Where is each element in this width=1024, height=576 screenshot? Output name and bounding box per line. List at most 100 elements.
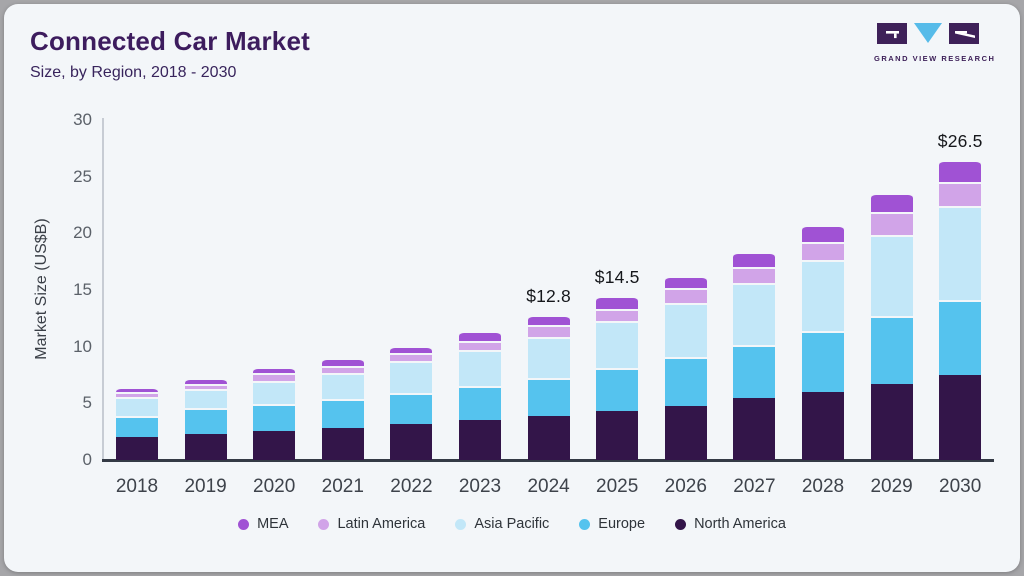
x-tick-label-2025: 2025 xyxy=(596,476,639,497)
data-label-2030: $26.5 xyxy=(937,130,983,151)
segment-europe-2027 xyxy=(733,344,776,398)
page-title: Connected Car Market xyxy=(30,26,310,56)
segment-north-america-2029 xyxy=(870,384,913,460)
segment-north-america-2025 xyxy=(596,411,639,460)
legend-item-asia-pacific: Asia Pacific xyxy=(455,516,549,532)
segment-europe-2024 xyxy=(527,377,570,416)
legend-item-europe: Europe xyxy=(579,516,645,532)
y-tick-label-5: 5 xyxy=(82,393,92,413)
segment-latin-america-2023 xyxy=(459,341,501,351)
x-tick-label-2028: 2028 xyxy=(801,476,845,497)
segment-latin-america-2027 xyxy=(733,266,776,283)
legend-dot-mea xyxy=(238,518,250,530)
segment-mea-2030 xyxy=(939,159,982,183)
segment-north-america-2030 xyxy=(939,374,982,460)
x-tick-label-2018: 2018 xyxy=(115,476,159,497)
segment-europe-2026 xyxy=(664,357,707,406)
segment-latin-america-2026 xyxy=(664,287,707,304)
segment-asia-pacific-2027 xyxy=(733,282,776,345)
legend-label: Asia Pacific xyxy=(474,516,550,532)
bar-2026 xyxy=(664,275,707,460)
segment-asia-pacific-2022 xyxy=(390,360,433,393)
legend-dot-north-america xyxy=(675,518,687,530)
data-label-2024: $12.8 xyxy=(526,285,571,306)
segment-europe-2029 xyxy=(870,315,913,385)
x-tick-label-2030: 2030 xyxy=(939,476,982,497)
segment-europe-2020 xyxy=(253,404,296,431)
y-tick-label-25: 25 xyxy=(73,166,92,186)
gvr-logo: GRAND VIEW RESEARCH xyxy=(874,22,996,63)
segment-north-america-2022 xyxy=(390,423,433,460)
segment-north-america-2027 xyxy=(733,397,776,460)
segment-asia-pacific-2023 xyxy=(459,350,501,387)
bar-2020 xyxy=(253,367,296,460)
bar-2024 xyxy=(527,314,570,460)
segment-north-america-2024 xyxy=(527,415,570,460)
segment-asia-pacific-2029 xyxy=(870,235,913,316)
segment-latin-america-2030 xyxy=(939,182,982,206)
x-tick-label-2022: 2022 xyxy=(390,476,433,497)
segment-latin-america-2024 xyxy=(527,325,570,338)
plot-area: 0 5 10 15 20 25 30 2018 2019 2020 2021 2022 2023 2024… xyxy=(4,4,1020,572)
gvr-logo-mark xyxy=(877,23,979,44)
segment-mea-2021 xyxy=(321,358,364,366)
segment-asia-pacific-2018 xyxy=(116,397,158,416)
segment-mea-2026 xyxy=(664,275,707,288)
segment-asia-pacific-2028 xyxy=(802,259,844,331)
bar-2028 xyxy=(802,225,844,460)
gvr-logo-text: GRAND VIEW RESEARCH xyxy=(874,54,996,63)
legend-label: North America xyxy=(694,516,786,532)
segment-north-america-2021 xyxy=(321,427,364,460)
bar-2025 xyxy=(596,295,639,460)
segment-north-america-2023 xyxy=(459,420,501,460)
segment-mea-2028 xyxy=(802,225,844,242)
segment-europe-2018 xyxy=(116,415,158,438)
bar-2027 xyxy=(733,252,776,460)
bar-2021 xyxy=(321,358,364,460)
segment-latin-america-2021 xyxy=(321,365,364,373)
x-tick-label-2027: 2027 xyxy=(733,476,776,497)
segment-mea-2022 xyxy=(390,345,433,354)
segment-latin-america-2022 xyxy=(390,353,433,361)
segment-north-america-2020 xyxy=(253,430,296,460)
segment-asia-pacific-2019 xyxy=(184,389,227,408)
segment-asia-pacific-2026 xyxy=(664,303,707,358)
segment-north-america-2028 xyxy=(802,391,844,460)
segment-mea-2024 xyxy=(527,314,570,326)
legend-label: Latin America xyxy=(337,516,426,532)
legend-item-mea: MEA xyxy=(238,516,288,532)
legend-dot-europe xyxy=(579,518,591,530)
segment-europe-2019 xyxy=(184,407,227,434)
bar-2018 xyxy=(116,386,158,460)
segment-europe-2022 xyxy=(390,392,433,424)
segment-north-america-2018 xyxy=(116,437,158,460)
chart-card: Connected Car Market Size, by Region, 20… xyxy=(4,4,1020,572)
segment-europe-2021 xyxy=(321,399,364,428)
segment-mea-2020 xyxy=(253,367,296,374)
y-tick-label-20: 20 xyxy=(73,223,92,243)
segment-europe-2030 xyxy=(939,299,982,375)
legend: MEA Latin America Asia Pacific Europe North … xyxy=(4,516,1020,532)
y-tick-label-15: 15 xyxy=(73,280,92,299)
segment-latin-america-2019 xyxy=(184,383,227,390)
segment-north-america-2026 xyxy=(664,405,707,460)
segment-mea-2025 xyxy=(596,295,639,309)
bar-2029 xyxy=(870,193,913,460)
bar-2022 xyxy=(390,345,433,460)
segment-latin-america-2025 xyxy=(596,308,639,321)
legend-item-latin-america: Latin America xyxy=(318,516,425,532)
segment-asia-pacific-2021 xyxy=(321,372,364,400)
segment-europe-2023 xyxy=(459,386,501,421)
legend-label: MEA xyxy=(257,516,289,532)
x-tick-label-2020: 2020 xyxy=(253,476,296,497)
x-tick-label-2029: 2029 xyxy=(870,476,913,497)
bar-2023 xyxy=(459,330,501,460)
legend-item-north-america: North America xyxy=(675,516,786,532)
segment-latin-america-2028 xyxy=(802,241,844,260)
segment-latin-america-2029 xyxy=(870,212,913,236)
x-tick-label-2024: 2024 xyxy=(527,476,570,497)
x-tick-label-2023: 2023 xyxy=(458,476,502,497)
segment-europe-2025 xyxy=(596,368,639,412)
segment-asia-pacific-2020 xyxy=(253,380,296,405)
segment-europe-2028 xyxy=(802,330,844,392)
